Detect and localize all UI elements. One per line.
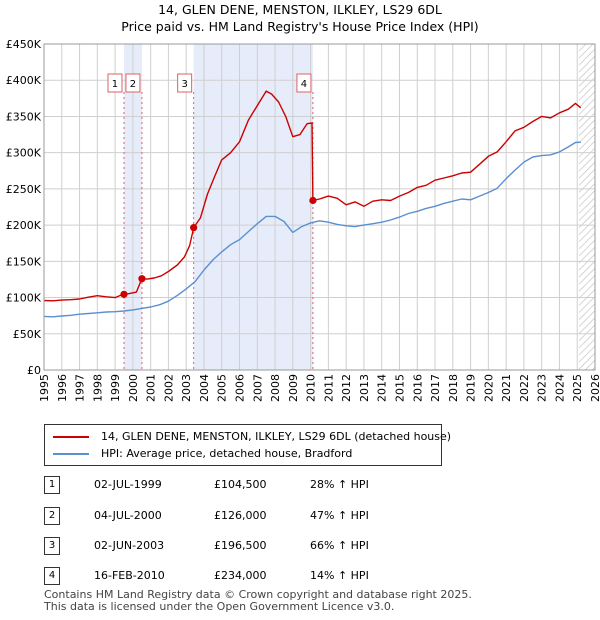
transaction-price: £126,000	[214, 509, 267, 522]
y-tick-label: £450K	[6, 38, 42, 51]
x-tick-label: 2021	[500, 374, 513, 402]
y-tick-label: £0	[27, 364, 41, 377]
x-tick-label: 1997	[74, 374, 87, 402]
sale-marker-label: 1	[112, 79, 118, 90]
x-tick-label: 2000	[127, 374, 140, 402]
x-tick-label: 2008	[269, 374, 282, 402]
x-tick-label: 1998	[91, 374, 104, 402]
hpi-line	[43, 141, 581, 318]
legend: 14, GLEN DENE, MENSTON, ILKLEY, LS29 6DL…	[44, 424, 451, 466]
x-tick-label: 1999	[109, 374, 122, 402]
y-tick-label: £400K	[6, 74, 42, 87]
sale-marker-box	[296, 73, 312, 93]
sale-marker-label: 4	[301, 79, 307, 90]
transaction-number: 1	[44, 476, 60, 494]
x-tick-label: 2020	[482, 374, 495, 402]
x-tick-label: 2019	[465, 374, 478, 402]
x-tick-label: 2017	[429, 374, 442, 402]
x-tick-label: 2024	[553, 374, 566, 402]
x-tick-label: 2014	[376, 374, 389, 402]
sale-marker-label: 3	[181, 79, 187, 90]
future-hatch	[579, 44, 595, 370]
y-tick-label: £250K	[6, 183, 42, 196]
footer-attribution: Contains HM Land Registry data © Crown c…	[44, 589, 472, 613]
x-tick-label: 2004	[198, 374, 211, 402]
y-tick-label: £350K	[6, 110, 42, 123]
x-tick-label: 2006	[234, 374, 247, 402]
transaction-number: 3	[44, 537, 60, 555]
transaction-date: 04-JUL-2000	[94, 509, 162, 522]
x-tick-label: 2003	[180, 374, 193, 402]
sale-marker-box	[125, 73, 141, 93]
sale-marker-box	[177, 73, 193, 93]
y-tick-label: £50K	[13, 328, 42, 341]
x-tick-label: 2009	[287, 374, 300, 402]
x-tick-label: 2018	[447, 374, 460, 402]
x-tick-label: 2007	[251, 374, 264, 402]
x-tick-label: 1996	[56, 374, 69, 402]
y-tick-label: £150K	[6, 255, 42, 268]
transaction-hpi: 66% ↑ HPI	[310, 539, 369, 552]
price-paid-line	[43, 90, 582, 302]
transaction-row: 4 16-FEB-2010 £234,000 14% ↑ HPI	[44, 567, 464, 585]
x-tick-label: 2012	[340, 374, 353, 402]
plot-frame	[43, 43, 596, 371]
x-tick-label: 2015	[393, 374, 406, 402]
ownership-shade	[193, 44, 313, 370]
sale-marker-label: 2	[130, 79, 136, 90]
transaction-row: 2 04-JUL-2000 £126,000 47% ↑ HPI	[44, 507, 464, 525]
x-tick-label: 2001	[145, 374, 158, 402]
chart-title: 14, GLEN DENE, MENSTON, ILKLEY, LS29 6DL	[158, 2, 442, 17]
footer-license: This data is licensed under the Open Gov…	[44, 600, 395, 613]
footer-copyright: Contains HM Land Registry data © Crown c…	[44, 588, 472, 601]
transaction-hpi: 28% ↑ HPI	[310, 478, 369, 491]
transaction-date: 02-JUN-2003	[94, 539, 165, 552]
legend-swatch-hpi	[53, 453, 89, 455]
legend-label-hpi: HPI: Average price, detached house, Brad…	[101, 447, 353, 460]
transaction-date: 02-JUL-1999	[94, 478, 162, 491]
x-tick-label: 2023	[536, 374, 549, 402]
y-tick-label: £100K	[6, 292, 42, 305]
y-tick-label: £300K	[6, 147, 42, 160]
transaction-row: 3 02-JUN-2003 £196,500 66% ↑ HPI	[44, 537, 464, 555]
legend-swatch-price	[53, 436, 89, 438]
transaction-number: 2	[44, 507, 60, 525]
transaction-hpi: 47% ↑ HPI	[310, 509, 369, 522]
sale-point	[138, 275, 146, 283]
transaction-price: £104,500	[214, 478, 267, 491]
sale-point	[309, 196, 317, 205]
y-tick-label: £200K	[6, 219, 42, 232]
transaction-row: 1 02-JUL-1999 £104,500 28% ↑ HPI	[44, 476, 464, 494]
sale-point	[120, 290, 128, 298]
price-chart: 1 2 3 4 £0 £50K £100K £150K £200K £250K £300K £350K…	[6, 38, 600, 402]
x-tick-label: 2005	[216, 374, 229, 402]
x-tick-label: 2002	[162, 374, 175, 402]
x-tick-label: 1995	[38, 374, 51, 402]
x-tick-label: 2022	[518, 374, 531, 402]
chart-subtitle: Price paid vs. HM Land Registry's House …	[121, 19, 479, 34]
sale-point	[190, 224, 198, 232]
transaction-price: £196,500	[214, 539, 267, 552]
sale-marker-box	[107, 73, 123, 93]
transaction-date: 16-FEB-2010	[94, 569, 165, 582]
x-tick-label: 2011	[322, 374, 335, 402]
x-tick-label: 2026	[589, 374, 600, 402]
x-tick-label: 2016	[411, 374, 424, 402]
transaction-price: £234,000	[214, 569, 267, 582]
transaction-number: 4	[44, 567, 60, 585]
legend-label-price: 14, GLEN DENE, MENSTON, ILKLEY, LS29 6DL…	[101, 430, 452, 443]
x-tick-label: 2025	[571, 374, 584, 402]
transaction-hpi: 14% ↑ HPI	[310, 569, 369, 582]
x-tick-label: 2013	[358, 374, 371, 402]
x-tick-label: 2010	[305, 374, 318, 402]
